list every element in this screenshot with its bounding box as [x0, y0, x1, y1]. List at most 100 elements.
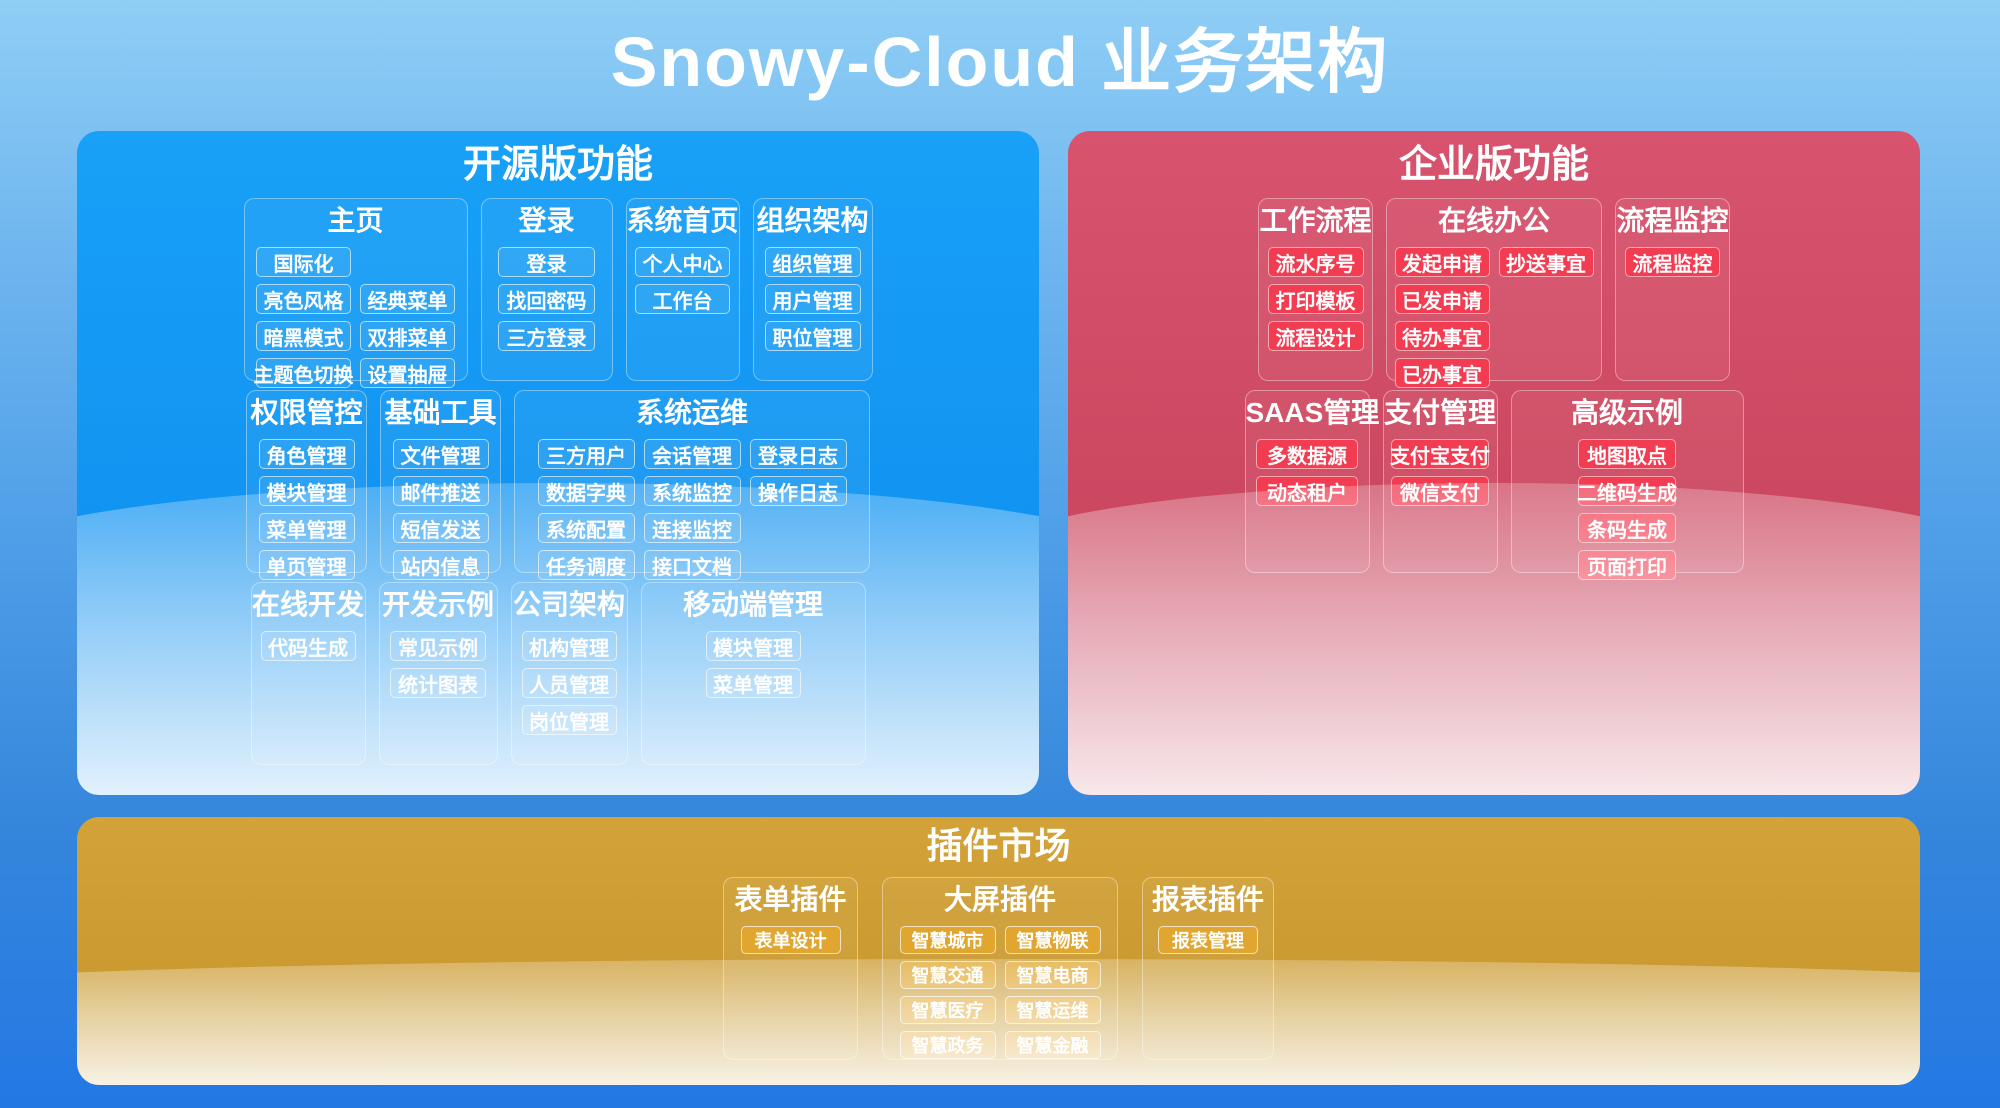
feature-tag: 邮件推送: [392, 476, 489, 506]
feature-button-list: 登录 找回密码 三方登录: [498, 247, 595, 351]
feature-group-title: 工作流程: [1259, 205, 1372, 236]
feature-button-row: 流程监控: [1625, 247, 1720, 277]
feature-group: SAAS管理多数据源动态租户: [1244, 390, 1380, 573]
feature-tag: 二维码生成: [1577, 476, 1677, 506]
feature-button-row: 人员管理: [521, 668, 617, 698]
feature-button-row: 统计图表: [390, 668, 486, 698]
feature-group-title: SAAS管理: [1245, 397, 1380, 428]
feature-tag: 经典菜单: [360, 284, 455, 314]
feature-tag: 动态租户: [1256, 476, 1358, 506]
feature-tag: 模块管理: [258, 476, 355, 506]
feature-tag: 国际化: [256, 247, 351, 277]
feature-button-row: 模块管理: [258, 476, 355, 506]
feature-tag: 接口文档: [643, 550, 741, 580]
feature-group: 主页国际化亮色风格 经典菜单 暗黑模式 双排菜单 主题色切换 设置抽屉: [243, 198, 468, 388]
feature-group-title: 权限管控: [250, 397, 363, 428]
feature-tag: 短信发送: [392, 513, 489, 543]
feature-button-row: 流水序号: [1267, 247, 1364, 277]
feature-tag: 智慧城市: [899, 926, 996, 954]
feature-button-row: 智慧医疗 智慧运维: [899, 996, 1101, 1024]
feature-group-title: 大屏插件: [943, 884, 1056, 915]
feature-group-title: 主页: [327, 205, 384, 236]
feature-tag: 菜单管理: [705, 668, 801, 698]
feature-button-row: 三方用户 会话管理 登录日志: [537, 439, 847, 469]
feature-button-row: 菜单管理: [705, 668, 801, 698]
open-source-panel: 开源版功能 主页 国际化 亮色风格 经典菜单 暗黑模式 双排菜单 主题色切换 设置抽屉 登录 登录…: [77, 131, 1039, 795]
feature-tag: 会话管理: [643, 439, 741, 469]
feature-button-row: 已发申请: [1394, 284, 1594, 314]
feature-tag: 任务调度: [537, 550, 635, 580]
feature-group: 移动端管理 模块管理 菜单管理: [640, 582, 866, 765]
feature-group: 组织架构 组织管理 用户管理 职位管理: [752, 198, 873, 381]
feature-tag: 系统配置: [537, 513, 635, 543]
enterprise-panel-header: 企业版功能: [1398, 144, 1589, 186]
feature-group-title: 基础工具: [384, 397, 497, 428]
feature-group: 在线开发 代码生成: [250, 582, 366, 765]
feature-button-row: 智慧政务 智慧金融: [899, 1031, 1101, 1059]
feature-tag: 微信支付: [1391, 476, 1489, 506]
feature-tag: 工作台: [635, 284, 730, 314]
feature-tag: 三方用户: [537, 439, 635, 469]
feature-group: 大屏插件 智慧城市 智慧物联 智慧交通 智慧电商 智慧医疗 智慧运维 智慧政务 智慧金融: [882, 877, 1118, 1060]
feature-group-title: 在线开发: [251, 589, 364, 620]
feature-tag: 发起申请: [1394, 247, 1490, 277]
feature-button-row: 模块管理: [705, 631, 801, 661]
feature-group: 系统首页个人中心工作台: [625, 198, 740, 381]
feature-tag: 职位管理: [764, 321, 861, 351]
feature-group-title: 系统首页: [626, 205, 739, 236]
feature-button-row: 流程设计: [1267, 321, 1364, 351]
feature-button-row: 单页管理: [258, 550, 355, 580]
feature-button-row: 国际化: [256, 247, 455, 277]
feature-group: 基础工具 文件管理 邮件推送 短信发送 站内信息: [380, 390, 501, 580]
feature-tag: 常见示例: [390, 631, 486, 661]
feature-tag: 多数据源: [1256, 439, 1358, 469]
feature-button-row: 短信发送: [392, 513, 489, 543]
feature-button-row: 多数据源: [1256, 439, 1358, 469]
feature-button-row: 暗黑模式 双排菜单: [256, 321, 455, 351]
feature-button-row: 岗位管理: [521, 705, 617, 735]
feature-tag: 待办事宜: [1394, 321, 1490, 351]
feature-tag: 打印模板: [1267, 284, 1364, 314]
feature-group: 系统运维 三方用户 会话管理 登录日志 数据字典 系统监控 操作日志 系统配置 连接监控 任务调度…: [514, 390, 870, 580]
feature-button-row: 常见示例: [390, 631, 486, 661]
feature-button-list: 支付宝支付 微信支付: [1390, 439, 1490, 506]
feature-button-row: 站内信息: [392, 550, 489, 580]
feature-tag: 智慧政务: [899, 1031, 996, 1059]
feature-button-row: 地图取点: [1578, 439, 1676, 469]
feature-group: 公司架构 机构管理 人员管理 岗位管理: [510, 582, 628, 765]
feature-button-list: 表单设计: [740, 926, 841, 954]
group-row: 在线开发 代码生成 开发示例 常见示例 统计图表 公司架构 机构管理 人员管理 岗位管理 移动端管…: [77, 582, 1039, 765]
feature-button-row: 邮件推送: [392, 476, 489, 506]
feature-button-row: 系统配置 连接监控: [537, 513, 847, 543]
feature-button-list: 智慧城市 智慧物联 智慧交通 智慧电商 智慧医疗 智慧运维 智慧政务 智慧金融: [899, 926, 1101, 1059]
feature-group: 权限管控 角色管理 模块管理 菜单管理 单页管理: [246, 390, 367, 580]
feature-group-title: 在线办公: [1437, 205, 1550, 236]
feature-tag: 智慧运维: [1004, 996, 1101, 1024]
feature-group-title: 高级示例: [1570, 397, 1683, 428]
group-row: 工作流程 流水序号 打印模板 流程设计 在线办公 发起申请 抄送事宜 已发申请 待办事宜 已办事宜…: [1068, 198, 1920, 388]
feature-tag: 设置抽屉: [360, 358, 455, 388]
feature-button-list: 常见示例 统计图表: [390, 631, 486, 698]
feature-button-list: 三方用户 会话管理 登录日志 数据字典 系统监控 操作日志 系统配置 连接监控 任务调度 接口文档: [537, 439, 847, 580]
feature-tag: 地图取点: [1578, 439, 1676, 469]
feature-group: 登录 登录 找回密码 三方登录: [480, 198, 613, 381]
feature-group-title: 系统运维: [635, 397, 748, 428]
feature-button-row: 主题色切换 设置抽屉: [254, 358, 455, 388]
feature-tag: 个人中心: [635, 247, 730, 277]
feature-group-title: 流程监控: [1616, 205, 1729, 236]
feature-button-row: 任务调度 接口文档: [537, 550, 847, 580]
feature-tag: 角色管理: [258, 439, 355, 469]
feature-button-list: 模块管理 菜单管理: [705, 631, 801, 698]
feature-tag: 用户管理: [764, 284, 861, 314]
feature-tag: 抄送事宜: [1498, 247, 1594, 277]
feature-group: 报表插件 报表管理: [1142, 877, 1274, 1060]
feature-button-row: 职位管理: [764, 321, 861, 351]
feature-button-row: 找回密码: [498, 284, 595, 314]
feature-tag: 三方登录: [498, 321, 595, 351]
feature-tag: 智慧金融: [1004, 1031, 1101, 1059]
feature-tag: 操作日志: [749, 476, 847, 506]
feature-button-row: 机构管理: [521, 631, 617, 661]
feature-button-row: 亮色风格 经典菜单: [256, 284, 455, 314]
group-row: SAAS管理 多数据源 动态租户 支付管理 支付宝支付 微信支付 高级示例 地图取点 二维码生成…: [1068, 390, 1920, 580]
feature-tag: 找回密码: [498, 284, 595, 314]
